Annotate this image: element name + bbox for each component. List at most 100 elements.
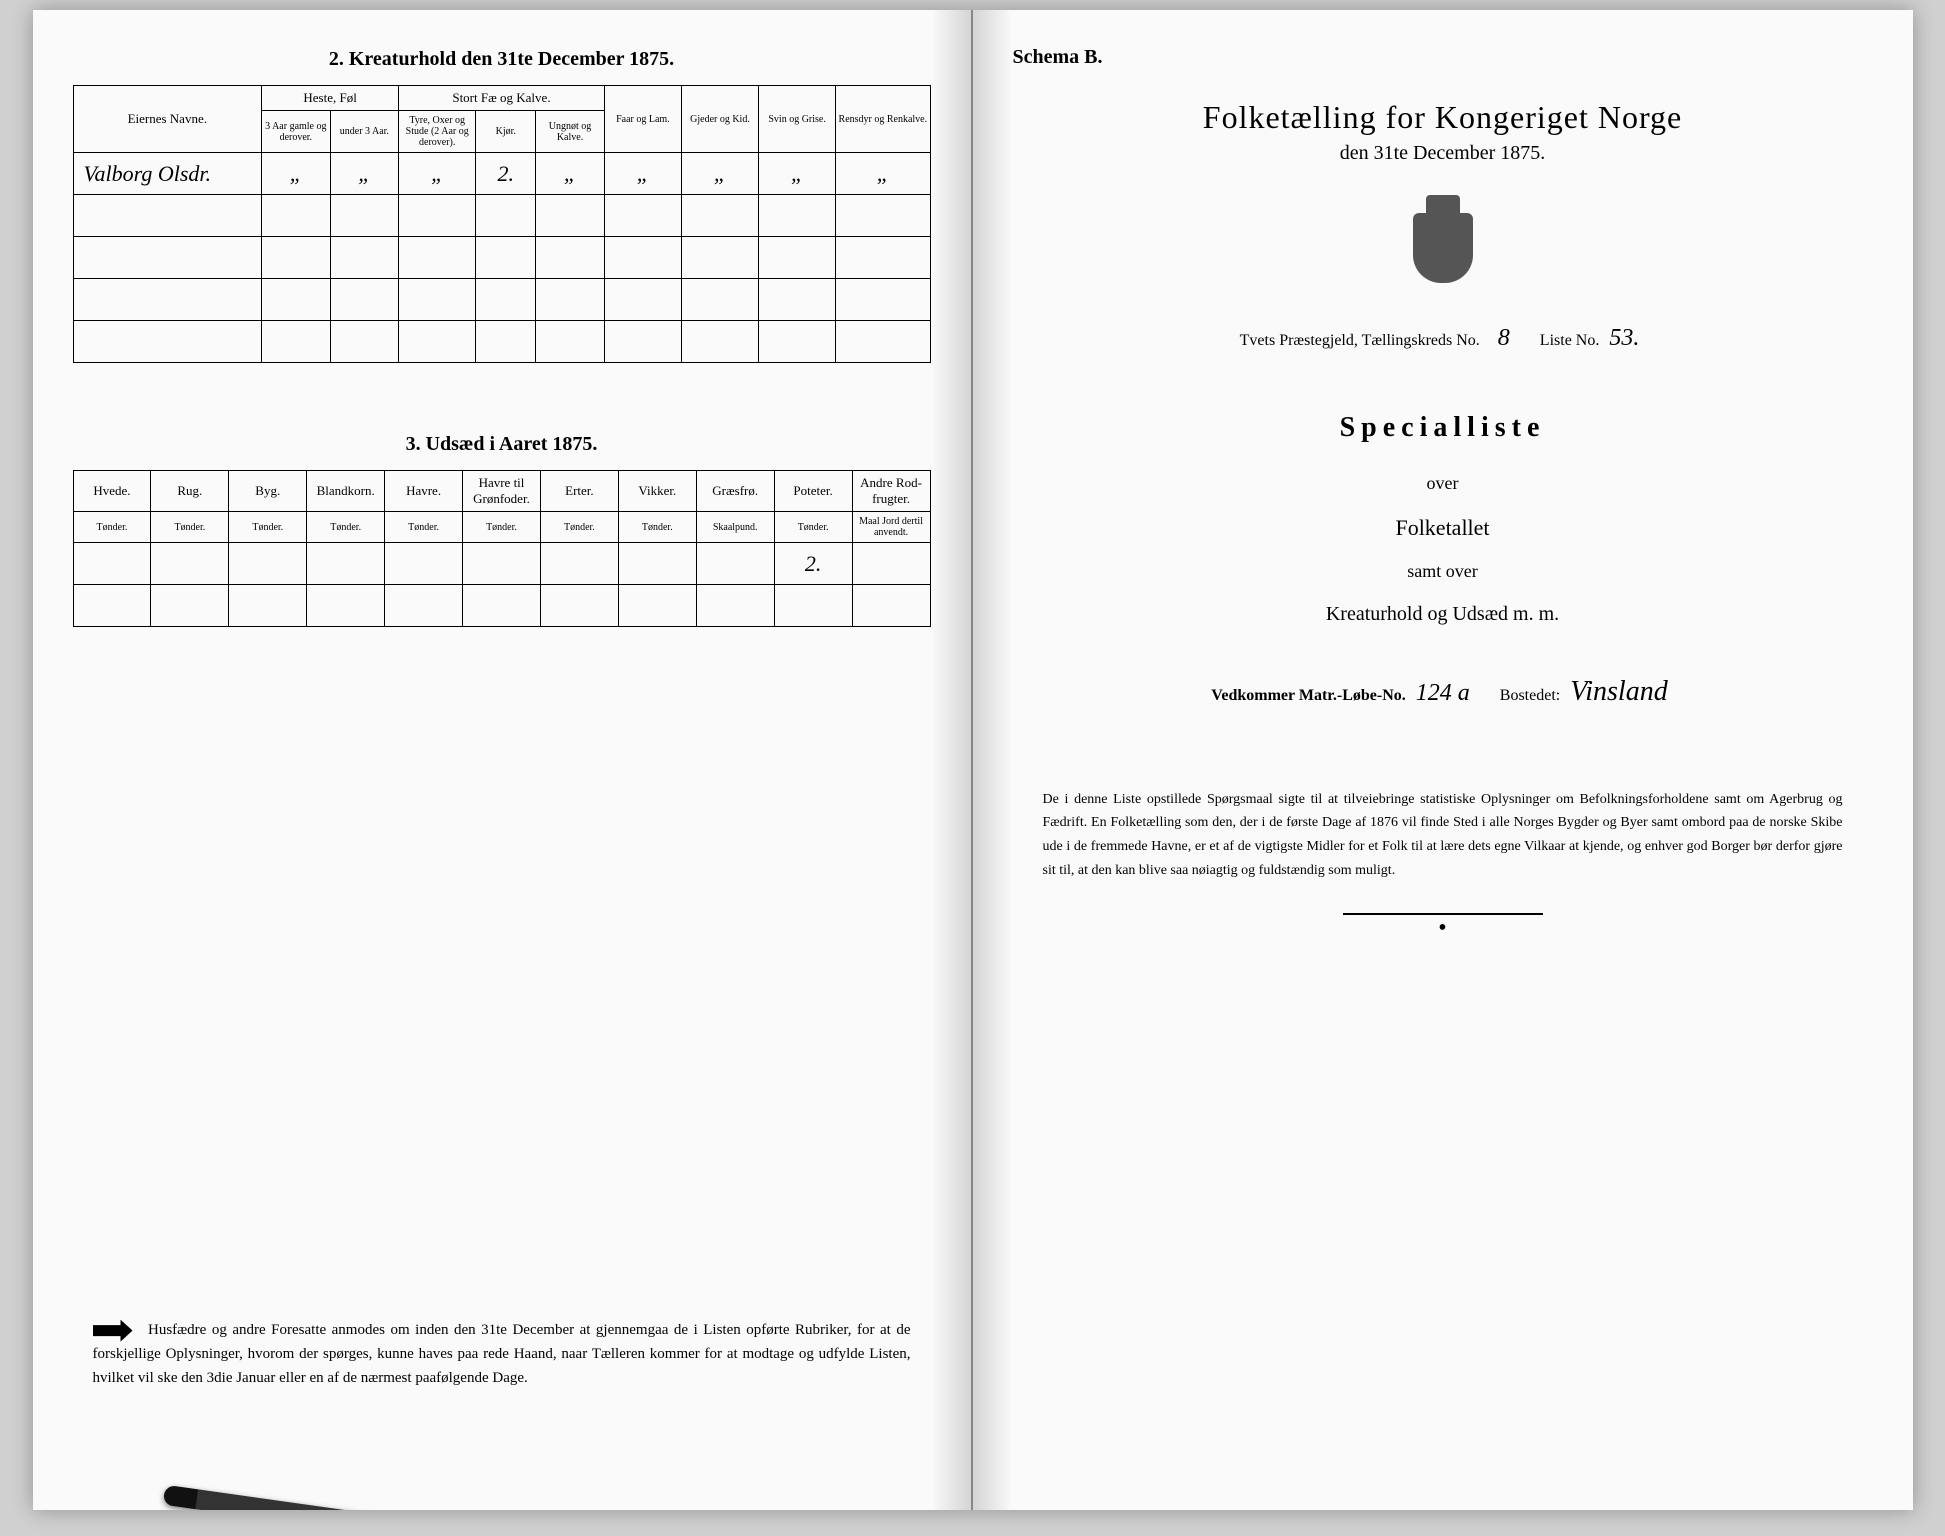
seed-col-unit: Tønder.	[540, 512, 618, 543]
col-cattle: Stort Fæ og Kalve.	[399, 86, 605, 111]
seed-col-header: Rug.	[151, 471, 229, 512]
cell	[229, 543, 307, 585]
folketallet-label: Folketallet	[1013, 504, 1873, 552]
table-row	[73, 237, 930, 279]
matr-label: Vedkommer Matr.-Løbe-No.	[1211, 687, 1406, 704]
cell	[307, 543, 385, 585]
cell	[696, 585, 774, 627]
cell	[151, 585, 229, 627]
cell	[618, 543, 696, 585]
seed-col-header: Blandkorn.	[307, 471, 385, 512]
binding-shadow	[931, 10, 971, 1510]
seed-col-header: Andre Rod-frugter.	[852, 471, 930, 512]
cell: „	[536, 153, 605, 195]
explanatory-paragraph: De i denne Liste opstillede Spørgsmaal s…	[1043, 788, 1843, 883]
cell	[385, 543, 463, 585]
cell	[73, 585, 151, 627]
seed-col-unit: Maal Jord dertil anvendt.	[852, 512, 930, 543]
col-cows: Kjør.	[476, 111, 536, 153]
col-calves: Ungnøt og Kalve.	[536, 111, 605, 153]
cell	[307, 585, 385, 627]
seed-col-header: Vikker.	[618, 471, 696, 512]
schema-label: Schema B.	[1013, 46, 1873, 69]
center-block: over Folketallet samt over Kreaturhold o…	[1013, 464, 1873, 636]
over-label: over	[1013, 464, 1873, 504]
liste-no: 53.	[1603, 325, 1645, 351]
seed-col-unit: Tønder.	[229, 512, 307, 543]
cell	[852, 543, 930, 585]
pen-object	[162, 1485, 383, 1510]
cell: „	[836, 153, 930, 195]
cell	[463, 585, 541, 627]
seed-table: Hvede.Rug.Byg.Blandkorn.Havre.Havre til …	[73, 470, 931, 627]
col-sheep: Faar og Lam.	[604, 86, 681, 153]
seed-col-unit: Tønder.	[307, 512, 385, 543]
table-row	[73, 195, 930, 237]
cell	[463, 543, 541, 585]
cell: 2.	[476, 153, 536, 195]
seed-col-header: Erter.	[540, 471, 618, 512]
owner-name: Valborg Olsdr.	[73, 153, 262, 195]
table-row	[73, 321, 930, 363]
kreds-no: 8	[1492, 325, 1516, 351]
col-bulls: Tyre, Oxer og Stude (2 Aar og derover).	[399, 111, 476, 153]
cell	[73, 543, 151, 585]
cell	[774, 585, 852, 627]
section-2-title: 2. Kreaturhold den 31te December 1875.	[73, 48, 931, 71]
cell: 2.	[774, 543, 852, 585]
parish-label: Tvets Præstegjeld, Tællingskreds No.	[1240, 332, 1480, 349]
bosted-value: Vinsland	[1564, 676, 1673, 707]
cell: „	[399, 153, 476, 195]
seed-col-unit: Tønder.	[463, 512, 541, 543]
left-page: 2. Kreaturhold den 31te December 1875. E…	[33, 10, 973, 1510]
bosted-label: Bostedet:	[1500, 687, 1560, 704]
book-spread: 2. Kreaturhold den 31te December 1875. E…	[33, 10, 1913, 1510]
seed-col-header: Havre.	[385, 471, 463, 512]
cell: „	[604, 153, 681, 195]
liste-label: Liste No.	[1540, 332, 1600, 349]
cell: „	[759, 153, 836, 195]
cell: „	[330, 153, 399, 195]
seed-col-header: Græsfrø.	[696, 471, 774, 512]
samt-label: samt over	[1013, 552, 1873, 592]
seed-col-header: Byg.	[229, 471, 307, 512]
cell	[540, 585, 618, 627]
col-horses-under3: under 3 Aar.	[330, 111, 399, 153]
col-owner: Eiernes Navne.	[73, 86, 262, 153]
matr-line: Vedkommer Matr.-Løbe-No. 124 a Bostedet:…	[1013, 676, 1873, 708]
cell: „	[262, 153, 331, 195]
notice-block: Husfædre og andre Foresatte anmodes om i…	[73, 1318, 931, 1390]
seed-col-unit: Tønder.	[73, 512, 151, 543]
specialliste-title: Specialliste	[1013, 412, 1873, 444]
cell	[385, 585, 463, 627]
table-row: Valborg Olsdr. „ „ „ 2. „ „ „ „ „	[73, 153, 930, 195]
coat-of-arms-icon	[1408, 195, 1478, 285]
cell	[852, 585, 930, 627]
col-reindeer: Rensdyr og Renkalve.	[836, 86, 930, 153]
kreatur-label: Kreaturhold og Udsæd m. m.	[1013, 592, 1873, 636]
cell	[696, 543, 774, 585]
seed-subheader-row: Tønder.Tønder.Tønder.Tønder.Tønder.Tønde…	[73, 512, 930, 543]
main-title: Folketælling for Kongeriget Norge	[1013, 99, 1873, 136]
binding-shadow	[973, 10, 1013, 1510]
livestock-table: Eiernes Navne. Heste, Føl Stort Fæ og Ka…	[73, 85, 931, 363]
section-3-title: 3. Udsæd i Aaret 1875.	[73, 433, 931, 456]
cell	[229, 585, 307, 627]
seed-header-row: Hvede.Rug.Byg.Blandkorn.Havre.Havre til …	[73, 471, 930, 512]
seed-col-header: Hvede.	[73, 471, 151, 512]
seed-col-unit: Tønder.	[774, 512, 852, 543]
parish-line: Tvets Præstegjeld, Tællingskreds No. 8 L…	[1013, 325, 1873, 352]
seed-col-header: Havre til Grønfoder.	[463, 471, 541, 512]
seed-col-unit: Skaalpund.	[696, 512, 774, 543]
pointer-icon	[93, 1320, 133, 1342]
notice-text: Husfædre og andre Foresatte anmodes om i…	[93, 1322, 911, 1386]
seed-col-unit: Tønder.	[151, 512, 229, 543]
table-row: 2.	[73, 543, 930, 585]
seed-col-header: Poteter.	[774, 471, 852, 512]
col-goats: Gjeder og Kid.	[681, 86, 758, 153]
right-page: Schema B. Folketælling for Kongeriget No…	[973, 10, 1913, 1510]
table-row	[73, 279, 930, 321]
cell	[151, 543, 229, 585]
seed-col-unit: Tønder.	[618, 512, 696, 543]
cell	[540, 543, 618, 585]
